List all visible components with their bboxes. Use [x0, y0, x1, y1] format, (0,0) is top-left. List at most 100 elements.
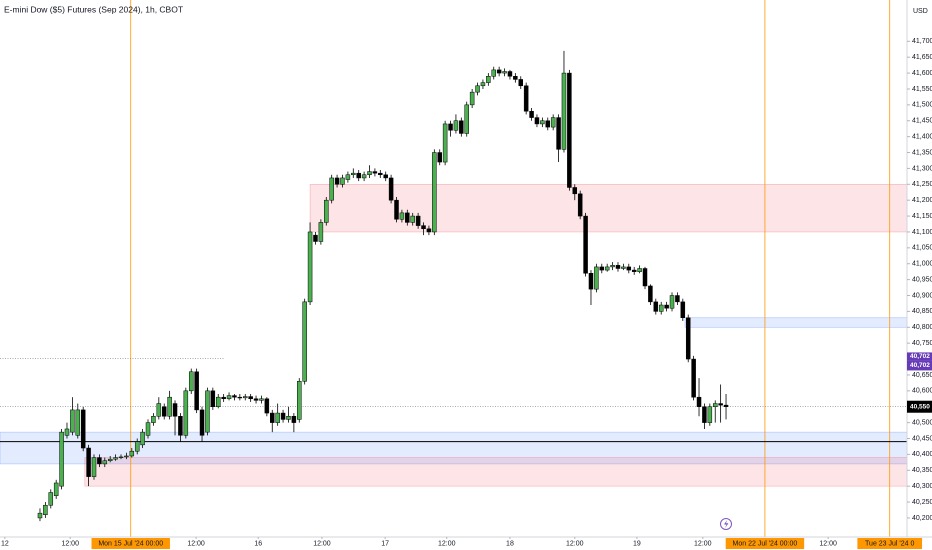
y-tick-label: 40,200	[912, 515, 932, 522]
candle-body	[615, 265, 621, 269]
candle-body	[691, 358, 696, 398]
x-tick-label: 12:00	[313, 540, 331, 547]
candle-body	[161, 406, 167, 417]
candle-body	[194, 371, 199, 411]
candle-body	[59, 431, 64, 487]
candle-body	[253, 398, 259, 401]
candle-body	[91, 457, 97, 477]
candle-body	[48, 492, 54, 506]
y-tick-label: 40,800	[912, 324, 932, 331]
candle-body	[577, 193, 583, 217]
y-tick-label: 41,700	[912, 38, 932, 45]
x-tick-label: 12:00	[694, 540, 712, 547]
candle-body	[199, 409, 205, 436]
y-tick-label: 41,250	[912, 181, 932, 188]
candle-body	[151, 416, 156, 423]
candle-body	[631, 269, 637, 272]
candle-body	[145, 422, 151, 436]
y-tick-label: 40,600	[912, 388, 932, 395]
candle-body	[64, 428, 70, 436]
candle-body	[70, 409, 75, 433]
x-tick-highlight	[91, 538, 170, 549]
y-tick-label: 41,550	[912, 86, 932, 93]
candle-body	[188, 371, 194, 392]
candle-body	[183, 390, 189, 436]
candle-body	[259, 398, 264, 401]
candle-body	[523, 85, 529, 112]
price-label-box	[907, 352, 932, 361]
candle-body	[664, 304, 669, 309]
candle-body	[415, 215, 421, 226]
y-tick-label: 40,450	[912, 435, 932, 442]
x-tick-label: 17	[381, 540, 389, 547]
y-tick-label: 41,500	[912, 102, 932, 109]
y-tick-label: 41,000	[912, 261, 932, 268]
candle-body	[286, 416, 291, 420]
y-tick-label: 41,600	[912, 70, 932, 77]
x-tick-label: Mon 15 Jul '24 00:00	[98, 540, 163, 547]
candle-body	[345, 174, 351, 180]
candle-body	[502, 71, 507, 74]
candle-body	[534, 117, 540, 125]
candle-body	[642, 268, 648, 287]
candle-body	[53, 482, 59, 496]
lines-layer	[0, 0, 907, 537]
candle-body	[561, 72, 567, 150]
candle-body	[118, 456, 124, 458]
candle-body	[432, 152, 437, 233]
candle-body	[383, 174, 388, 179]
x-tick-label: 12:00	[566, 540, 584, 547]
candle-body	[491, 69, 496, 77]
candle-body	[280, 412, 286, 420]
x-tick-label: 12	[1, 540, 9, 547]
candle-body	[405, 212, 410, 223]
candle-body	[129, 450, 135, 457]
candle-body	[567, 72, 572, 188]
candle-body	[572, 187, 578, 195]
y-tick-label: 40,850	[912, 308, 932, 315]
candle-body	[604, 266, 610, 271]
zone	[684, 317, 908, 328]
candle-body	[275, 412, 280, 423]
x-tick-label: 12:00	[61, 540, 79, 547]
candle-body	[399, 212, 405, 220]
candle-body	[529, 110, 534, 118]
y-tick-label: 41,200	[912, 197, 932, 204]
candle-body	[361, 174, 367, 179]
candle-body	[167, 396, 172, 417]
y-tick-label: 40,900	[912, 292, 932, 299]
candle-body	[172, 403, 178, 417]
candle-body	[610, 265, 615, 268]
candle-body	[464, 104, 469, 134]
candle-body	[702, 406, 707, 423]
candle-body	[372, 171, 378, 174]
candle-body	[594, 266, 599, 290]
price-label-box	[907, 360, 932, 371]
x-tick-highlight	[725, 538, 805, 549]
candle-body	[140, 431, 145, 446]
candle-body	[37, 512, 43, 519]
candle-body	[124, 455, 129, 458]
candle-body	[329, 177, 334, 201]
y-tick-label: 41,300	[912, 165, 932, 172]
y-tick-label: 41,450	[912, 118, 932, 125]
x-tick-label: Tue 23 Jul '24 0	[865, 540, 914, 547]
zone	[0, 431, 908, 465]
candle-body	[237, 396, 243, 399]
x-tick-label: Mon 22 Jul '24 00:00	[733, 540, 798, 547]
lightning-icon[interactable]	[720, 518, 732, 530]
x-tick-highlight	[857, 538, 923, 549]
candle-body	[205, 390, 210, 433]
y-tick-label: 40,950	[912, 276, 932, 283]
y-tick-label: 41,100	[912, 229, 932, 236]
y-tick-label: 40,300	[912, 483, 932, 490]
candle-body	[545, 120, 551, 128]
candle-body	[297, 381, 302, 420]
price-label-box	[907, 400, 932, 413]
x-tick-label: 12:00	[819, 540, 837, 547]
candle-body	[448, 123, 453, 131]
candle-body	[712, 403, 718, 407]
candle-body	[80, 409, 86, 449]
